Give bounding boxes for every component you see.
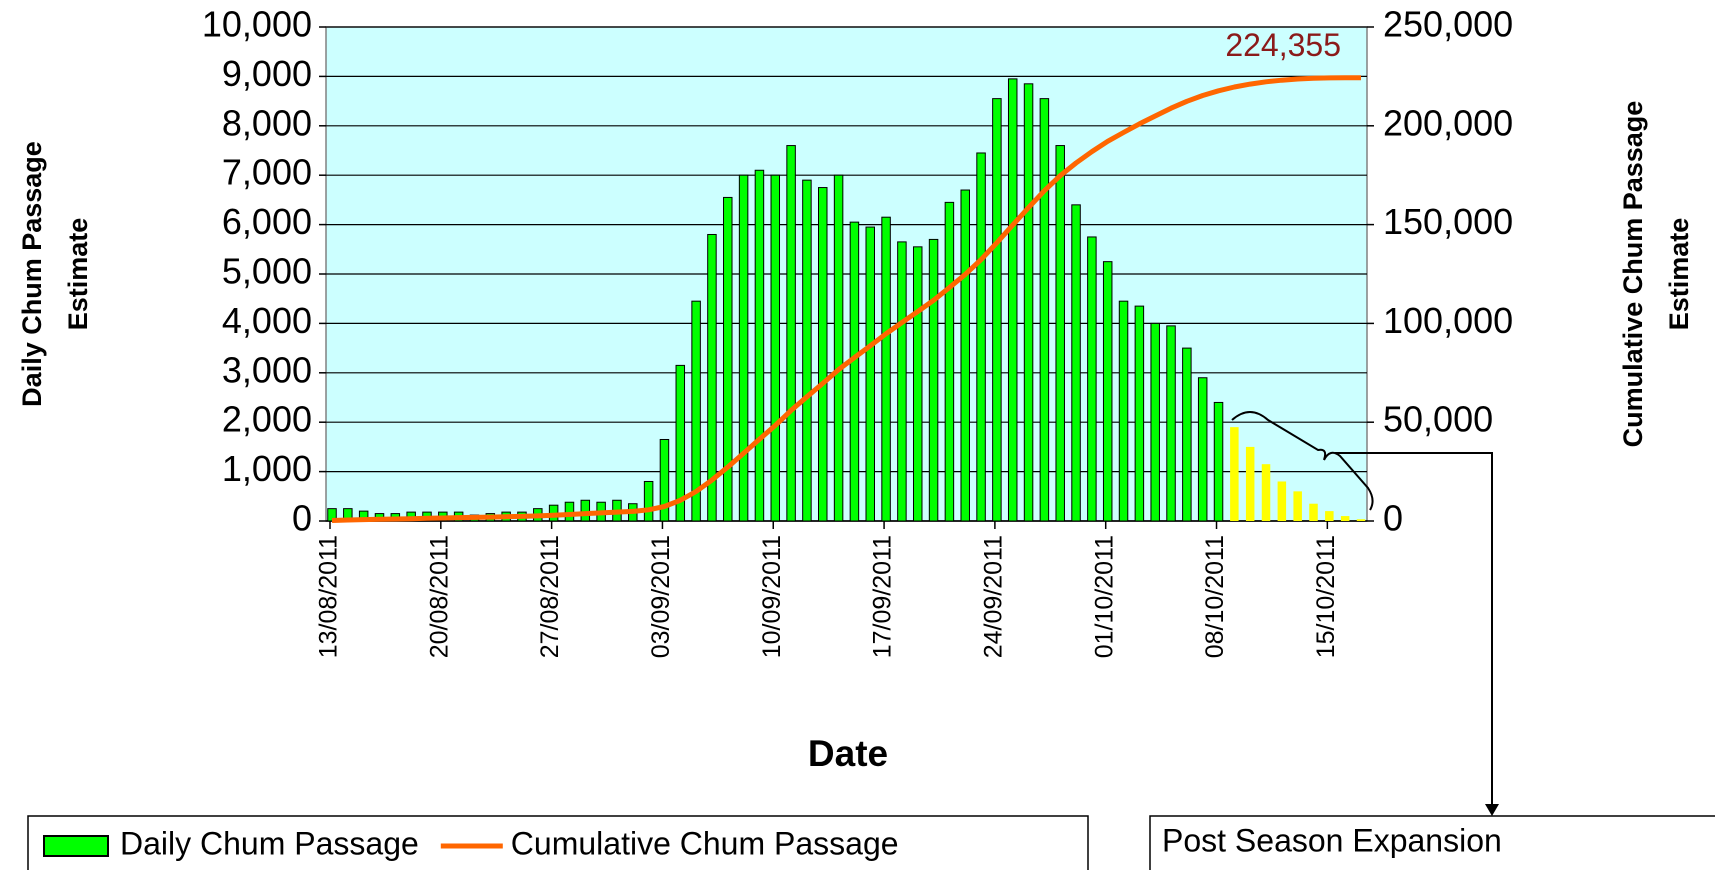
- bar: [865, 226, 875, 522]
- bar: [1309, 503, 1318, 521]
- bar: [1277, 481, 1287, 521]
- bar: [1023, 83, 1034, 522]
- y2-tick-label: 200,000: [1383, 102, 1513, 143]
- bar: [1340, 516, 1350, 521]
- x-tick-label: 27/08/2011: [536, 535, 564, 658]
- y-tick-label: 4,000: [222, 300, 312, 341]
- y-tick-label: 10,000: [202, 4, 312, 45]
- y2-tick-label: 250,000: [1383, 4, 1513, 45]
- bar: [1118, 300, 1129, 522]
- y2-tick-label: 0: [1383, 498, 1403, 539]
- marks: [327, 75, 1366, 523]
- bar: [1213, 401, 1224, 522]
- legend: [27, 815, 1089, 870]
- bar: [1230, 427, 1239, 521]
- bar: [707, 233, 717, 522]
- data-label: 224,355: [1225, 27, 1341, 63]
- bar: [833, 174, 844, 522]
- x-tick-label: 10/09/2011: [758, 535, 786, 658]
- legend-swatch: [43, 835, 109, 857]
- y-tick-label: 8,000: [222, 102, 312, 143]
- bar: [802, 179, 812, 522]
- x-tick-label: 20/08/2011: [425, 535, 453, 658]
- x-tick-label: 13/08/2011: [315, 535, 343, 658]
- bar: [786, 145, 796, 522]
- line: [331, 75, 1361, 523]
- y2-tick-label: 150,000: [1383, 201, 1513, 242]
- y-tick-label: 7,000: [222, 152, 312, 193]
- bar: [1039, 98, 1050, 522]
- legend-label: Daily Chum Passage: [120, 825, 419, 861]
- bar: [976, 152, 986, 522]
- bar: [754, 169, 765, 522]
- bar: [1261, 464, 1271, 521]
- bar: [912, 246, 923, 522]
- bar: [770, 174, 781, 522]
- bar: [818, 187, 828, 522]
- bar: [1293, 491, 1302, 521]
- y-axis-title: Daily Chum Passage Estimate: [17, 141, 93, 407]
- y-tick-label: 9,000: [222, 53, 312, 94]
- x-tick-label: 15/10/2011: [1312, 535, 1340, 658]
- bar: [1055, 145, 1065, 522]
- y2-tick-label: 50,000: [1383, 399, 1493, 440]
- y-tick-label: 1,000: [222, 448, 312, 489]
- x-tick-label: 17/09/2011: [869, 535, 897, 658]
- legend-label: Cumulative Chum Passage: [511, 825, 899, 861]
- bar: [1102, 261, 1113, 522]
- bar: [1071, 204, 1081, 522]
- y2-tick-label: 100,000: [1383, 300, 1513, 341]
- bar: [960, 189, 970, 522]
- bar: [659, 438, 670, 522]
- bar: [675, 364, 686, 522]
- bar: [992, 98, 1002, 522]
- bar: [643, 480, 654, 522]
- x-tick-label: 03/09/2011: [647, 535, 675, 658]
- y-tick-label: 6,000: [222, 201, 312, 242]
- bar: [1197, 377, 1208, 522]
- bar: [1325, 511, 1334, 521]
- legend-items: Daily Chum Passage Cumulative Chum Passag…: [43, 825, 899, 861]
- bar: [738, 174, 749, 522]
- x-axis-title: Date: [808, 733, 888, 774]
- bar: [1150, 322, 1160, 522]
- bar: [1134, 305, 1145, 522]
- bar: [723, 196, 733, 522]
- annotation-box: [1149, 815, 1715, 870]
- arrow: [1335, 452, 1493, 806]
- bar: [1087, 236, 1097, 522]
- bar: [564, 501, 575, 522]
- arrow-head: [1485, 804, 1499, 816]
- bar: [897, 241, 907, 522]
- brace: [1231, 411, 1374, 511]
- bar: [580, 499, 591, 522]
- x-tick-label: 08/10/2011: [1201, 535, 1229, 658]
- bar: [691, 300, 701, 522]
- bar: [1245, 446, 1255, 521]
- bar: [1007, 78, 1018, 522]
- y-axis-title-line: Estimate: [63, 218, 93, 331]
- y-tick-label: 5,000: [222, 251, 312, 292]
- bar: [1182, 347, 1192, 522]
- y2-axis-title-line: Cumulative Chum Passage: [1618, 101, 1648, 448]
- bar: [944, 201, 955, 522]
- y2-axis-title: Cumulative Chum Passage Estimate: [1618, 101, 1694, 448]
- bar: [881, 216, 891, 522]
- bar: [1356, 519, 1366, 521]
- x-tick-label: 01/10/2011: [1090, 535, 1118, 658]
- y-tick-label: 2,000: [222, 399, 312, 440]
- annotation: Post Season Expansion: [1162, 822, 1502, 858]
- y2-axis-title-line: Estimate: [1664, 218, 1694, 331]
- labels: 0 1,000 2,000 3,000 4,000 5,000 6,000 7,000 8,00…: [202, 4, 1513, 659]
- x-tick-label: 24/09/2011: [980, 535, 1008, 658]
- y-tick-label: 3,000: [222, 349, 312, 390]
- grid: [319, 26, 1374, 529]
- bar: [849, 221, 860, 522]
- bar: [928, 238, 939, 522]
- bar: [327, 508, 337, 522]
- y-axis-title-line: Daily Chum Passage: [17, 141, 47, 407]
- bar: [1166, 325, 1176, 522]
- y-tick-label: 0: [292, 498, 312, 539]
